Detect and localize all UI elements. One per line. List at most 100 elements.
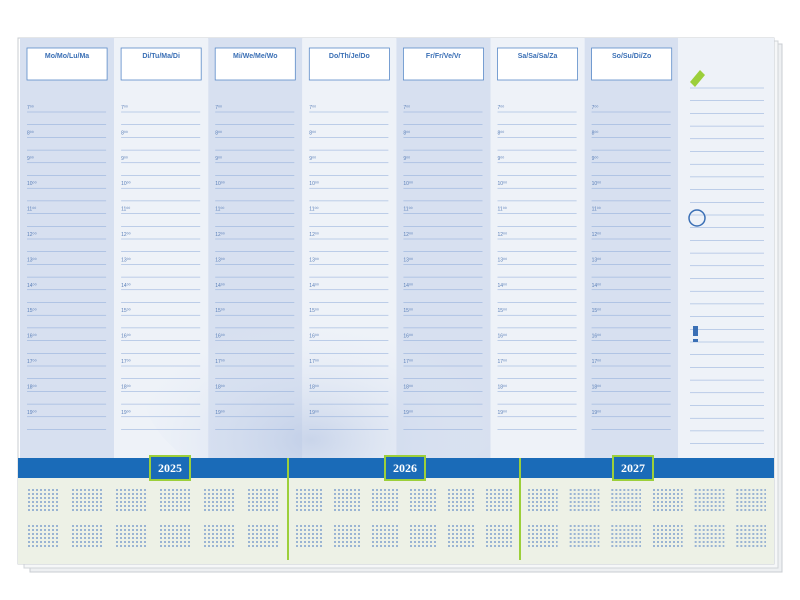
hour-label: 14⁰⁰ [27, 283, 37, 289]
phone-icon [688, 209, 706, 227]
hour-label: 17⁰⁰ [592, 359, 602, 365]
hour-label: 13⁰⁰ [121, 257, 131, 263]
pencil-icon [690, 70, 705, 87]
year-tab [612, 455, 654, 481]
hour-label: 10⁰⁰ [27, 181, 37, 187]
hour-label: 14⁰⁰ [309, 283, 319, 289]
hour-label: 17⁰⁰ [498, 359, 508, 365]
hour-label: 17⁰⁰ [27, 359, 37, 365]
hour-label: 10⁰⁰ [498, 181, 508, 187]
hour-label: 16⁰⁰ [403, 334, 413, 340]
day-column [20, 38, 115, 458]
hour-label: 15⁰⁰ [27, 308, 37, 314]
hour-label: 19⁰⁰ [309, 410, 319, 416]
day-header: Fr/Fr/Ve/Vr [426, 53, 461, 60]
day-header-box [591, 47, 673, 81]
hour-label: 13⁰⁰ [309, 257, 319, 263]
hour-label: 18⁰⁰ [309, 384, 319, 390]
hour-label: 12⁰⁰ [498, 232, 508, 238]
hour-label: 12⁰⁰ [309, 232, 319, 238]
hour-label: 7⁰⁰ [121, 105, 128, 111]
day-header: Mi/We/Me/Wo [233, 53, 277, 60]
hour-label: 9⁰⁰ [121, 156, 128, 162]
hour-label: 18⁰⁰ [27, 384, 37, 390]
day-header-box [214, 47, 296, 81]
notes-column [678, 38, 774, 458]
hour-label: 17⁰⁰ [403, 359, 413, 365]
hour-label: 12⁰⁰ [121, 232, 131, 238]
hour-label: 17⁰⁰ [309, 359, 319, 365]
hour-label: 15⁰⁰ [215, 308, 225, 314]
day-header: So/Su/Di/Zo [612, 53, 651, 60]
hour-label: 14⁰⁰ [403, 283, 413, 289]
hour-label: 11⁰⁰ [592, 207, 601, 213]
hour-label: 7⁰⁰ [27, 105, 34, 111]
hour-label: 16⁰⁰ [215, 334, 225, 340]
hour-label: 14⁰⁰ [215, 283, 225, 289]
hour-label: 9⁰⁰ [403, 156, 410, 162]
hour-label: 11⁰⁰ [27, 207, 36, 213]
day-header-box [120, 47, 202, 81]
hour-label: 15⁰⁰ [498, 308, 508, 314]
hour-label: 16⁰⁰ [592, 334, 602, 340]
hour-label: 11⁰⁰ [403, 207, 412, 213]
day-column [584, 38, 679, 458]
year-label: 2027 [621, 461, 645, 475]
hour-label: 18⁰⁰ [215, 384, 225, 390]
year-label: 2026 [393, 461, 417, 475]
exclamation-icon [693, 339, 698, 342]
day-header-box [308, 47, 390, 81]
hour-label: 7⁰⁰ [309, 105, 316, 111]
hour-label: 7⁰⁰ [403, 105, 410, 111]
exclamation-icon [693, 326, 698, 336]
hour-label: 8⁰⁰ [592, 130, 599, 136]
day-header: Sa/Sa/Sa/Za [518, 53, 558, 60]
hour-label: 9⁰⁰ [27, 156, 34, 162]
hour-label: 16⁰⁰ [498, 334, 508, 340]
hour-label: 13⁰⁰ [592, 257, 602, 263]
year-tab [384, 455, 426, 481]
hour-label: 7⁰⁰ [592, 105, 599, 111]
day-header-box [26, 47, 108, 81]
hour-label: 11⁰⁰ [121, 207, 130, 213]
hour-label: 15⁰⁰ [592, 308, 602, 314]
hour-label: 14⁰⁰ [498, 283, 508, 289]
clock-watermark [140, 260, 520, 500]
hour-label: 7⁰⁰ [215, 105, 222, 111]
day-header: Do/Th/Je/Do [329, 53, 370, 60]
hour-label: 8⁰⁰ [121, 130, 128, 136]
hour-label: 8⁰⁰ [309, 130, 316, 136]
hour-label: 19⁰⁰ [592, 410, 602, 416]
day-header-box [497, 47, 578, 81]
hour-label: 12⁰⁰ [403, 232, 413, 238]
hour-label: 12⁰⁰ [592, 232, 602, 238]
hour-label: 19⁰⁰ [27, 410, 37, 416]
hour-label: 10⁰⁰ [215, 181, 225, 187]
hour-label: 15⁰⁰ [309, 308, 319, 314]
hour-label: 10⁰⁰ [309, 181, 319, 187]
hour-label: 18⁰⁰ [403, 384, 413, 390]
hour-label: 10⁰⁰ [121, 181, 131, 187]
hour-label: 13⁰⁰ [403, 257, 413, 263]
hour-label: 19⁰⁰ [121, 410, 131, 416]
hour-label: 11⁰⁰ [215, 207, 224, 213]
hour-label: 11⁰⁰ [498, 207, 507, 213]
day-header-box [402, 47, 484, 81]
hour-label: 16⁰⁰ [121, 334, 131, 340]
hour-label: 16⁰⁰ [309, 334, 319, 340]
day-header: Di/Tu/Ma/Di [142, 53, 180, 60]
hour-label: 7⁰⁰ [498, 105, 505, 111]
hour-label: 13⁰⁰ [27, 257, 37, 263]
day-columns: Mo/Mo/Lu/Ma Di/Tu/Ma/Di Mi/We/Me/Wo Do/Th/J… [20, 38, 679, 458]
hour-label: 14⁰⁰ [592, 283, 602, 289]
hour-label: 10⁰⁰ [403, 181, 413, 187]
hour-label: 18⁰⁰ [121, 384, 131, 390]
hour-label: 9⁰⁰ [592, 156, 599, 162]
hour-label: 8⁰⁰ [498, 130, 505, 136]
hour-label: 9⁰⁰ [498, 156, 505, 162]
hour-label: 19⁰⁰ [215, 410, 225, 416]
hour-label: 8⁰⁰ [403, 130, 410, 136]
hour-label: 13⁰⁰ [498, 257, 508, 263]
hour-label: 11⁰⁰ [309, 207, 318, 213]
